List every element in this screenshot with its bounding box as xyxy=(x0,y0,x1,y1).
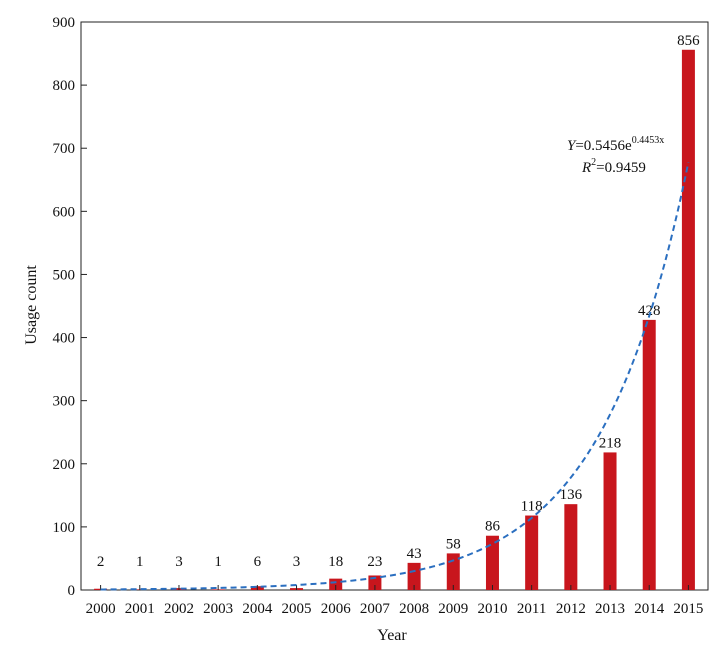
r2-value: =0.9459 xyxy=(596,160,646,176)
y-tick-label: 600 xyxy=(53,204,76,220)
bar xyxy=(642,319,656,590)
data-label: 23 xyxy=(367,554,382,570)
x-tick-label: 2010 xyxy=(477,601,507,617)
trendline-curve xyxy=(100,161,690,591)
trendline-r2: R2=0.9459 xyxy=(581,157,646,176)
x-tick-label: 2012 xyxy=(556,601,586,617)
bar xyxy=(603,452,617,590)
y-tick-label: 400 xyxy=(53,331,76,347)
x-tick-label: 2014 xyxy=(634,601,665,617)
formula-lhs: Y xyxy=(567,138,577,154)
x-tick-label: 2013 xyxy=(595,601,625,617)
y-tick-label: 300 xyxy=(53,394,76,410)
formula-exponent: 0.4453x xyxy=(632,135,665,146)
data-label: 86 xyxy=(485,519,501,535)
y-tick-label: 0 xyxy=(68,583,76,599)
data-label: 1 xyxy=(214,554,222,570)
x-tick-label: 2003 xyxy=(203,601,233,617)
y-axis-label: Usage count xyxy=(23,265,40,345)
data-label: 3 xyxy=(175,554,183,570)
data-label: 58 xyxy=(446,536,461,552)
bar xyxy=(407,562,421,590)
bar xyxy=(525,515,539,590)
y-tick-label: 700 xyxy=(53,141,76,157)
data-label: 3 xyxy=(293,554,301,570)
bar xyxy=(681,49,695,590)
x-tick-label: 2000 xyxy=(86,601,116,617)
r2-superscript: 2 xyxy=(591,157,596,168)
x-tick-label: 2008 xyxy=(399,601,429,617)
data-label: 18 xyxy=(328,554,343,570)
data-label: 6 xyxy=(254,554,262,570)
x-tick-label: 2002 xyxy=(164,601,194,617)
plot-area: 0100200300400500600700800900200022001120… xyxy=(53,15,709,617)
formula-mid: =0.5456e xyxy=(575,138,632,154)
x-tick-label: 2001 xyxy=(125,601,155,617)
x-tick-label: 2007 xyxy=(360,601,391,617)
data-label: 43 xyxy=(407,546,422,562)
y-tick-label: 900 xyxy=(53,15,76,31)
x-tick-label: 2011 xyxy=(517,601,546,617)
y-tick-label: 200 xyxy=(53,457,76,473)
trendline-equation: Y=0.5456e0.4453x R2=0.9459 xyxy=(567,135,664,176)
data-label: 218 xyxy=(599,435,622,451)
y-tick-label: 500 xyxy=(53,267,76,283)
bar xyxy=(329,578,343,590)
x-tick-label: 2009 xyxy=(438,601,468,617)
bar xyxy=(564,504,578,590)
y-tick-label: 800 xyxy=(53,78,76,94)
x-tick-label: 2004 xyxy=(242,601,273,617)
x-tick-label: 2006 xyxy=(321,601,352,617)
data-label: 118 xyxy=(521,499,543,515)
bar xyxy=(446,553,460,590)
x-axis-label: Year xyxy=(377,627,407,644)
plot-frame xyxy=(80,21,709,591)
data-label: 1 xyxy=(136,554,144,570)
trendline-formula: Y=0.5456e0.4453x xyxy=(567,135,664,154)
r2-label: R xyxy=(581,160,591,176)
bar xyxy=(485,535,499,590)
data-label: 428 xyxy=(638,303,661,319)
y-tick-label: 100 xyxy=(53,520,76,536)
x-tick-label: 2015 xyxy=(673,601,703,617)
data-label: 2 xyxy=(97,554,105,570)
data-label: 136 xyxy=(560,487,583,503)
data-label: 856 xyxy=(677,33,700,49)
x-tick-label: 2005 xyxy=(282,601,312,617)
